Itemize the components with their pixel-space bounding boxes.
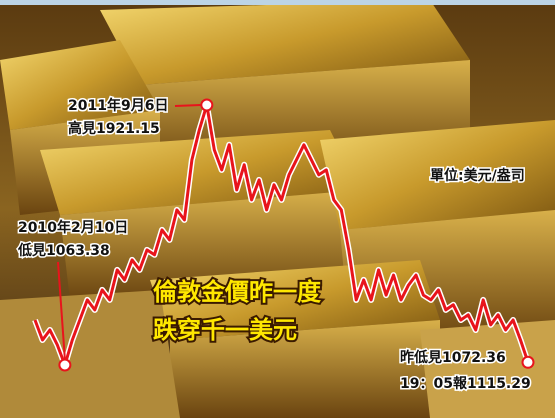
point-marker bbox=[58, 358, 72, 372]
headline: 倫敦金價昨一度 bbox=[153, 278, 322, 306]
headline: 跌穿千一美元 bbox=[153, 316, 297, 344]
annotation: 昨低見1072.36 bbox=[400, 349, 506, 366]
leader-line bbox=[57, 261, 66, 360]
leader-line bbox=[174, 104, 201, 107]
annotation: 高見1921.15 bbox=[68, 120, 160, 137]
annotation: 2010年2月10日 bbox=[18, 219, 128, 236]
unit-label: 單位:美元/盎司 bbox=[430, 167, 525, 184]
point-marker bbox=[521, 355, 535, 369]
annotation: 低見1063.38 bbox=[17, 242, 110, 259]
point-marker bbox=[200, 98, 214, 112]
annotation: 2011年9月6日 bbox=[68, 97, 168, 114]
price-line bbox=[33, 103, 530, 367]
annotation: 19：05報1115.29 bbox=[400, 375, 531, 392]
